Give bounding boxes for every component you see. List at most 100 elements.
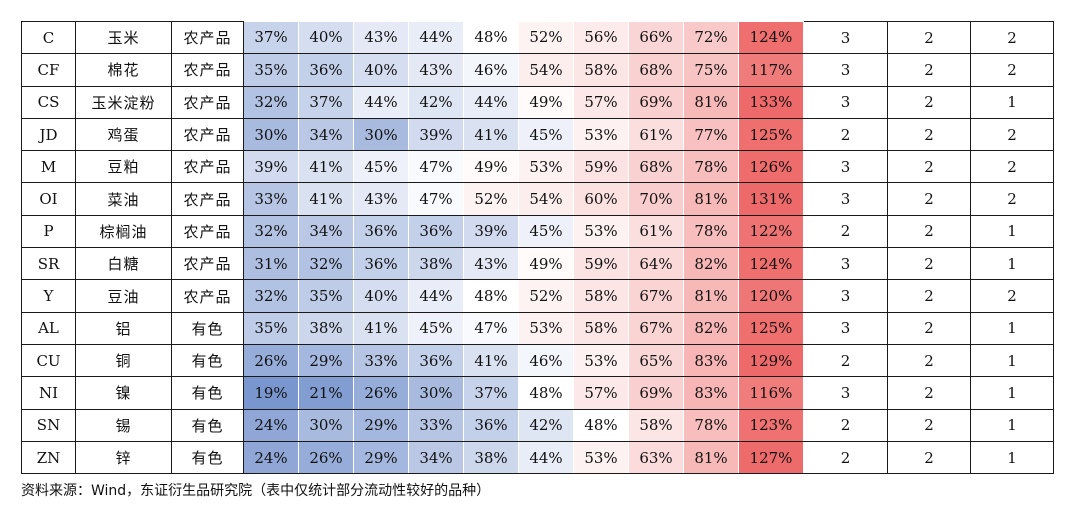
code-cell: C [21, 20, 76, 55]
percent-cell: 41% [463, 118, 519, 152]
percent-cell: 40% [298, 21, 354, 55]
name-cell: 玉米 [75, 20, 172, 55]
percent-cell: 72% [683, 21, 739, 55]
sector-cell: 农产品 [171, 53, 244, 87]
percent-cell: 61% [628, 118, 684, 152]
code-cell: ZN [21, 440, 76, 475]
value-cell: 3 [803, 20, 888, 55]
value-cell: 2 [970, 53, 1054, 87]
value-cell: 2 [803, 408, 888, 442]
code-cell: OI [21, 182, 76, 216]
sector-cell: 农产品 [171, 214, 244, 249]
value-cell: 2 [803, 343, 888, 378]
percent-cell: 129% [738, 344, 804, 378]
code-cell: CS [21, 85, 76, 119]
table-row: SN 锡有色 24% 30% 29% 33% 36% 42% 48% 58% 78% 123% 2 2 1 [21, 408, 1054, 442]
sector-cell: 农产品 [171, 117, 244, 152]
value-cell: 2 [887, 150, 971, 184]
percent-cell: 24% [243, 409, 299, 442]
percent-cell: 75% [683, 53, 739, 87]
percent-cell: 36% [408, 215, 464, 249]
value-cell: 2 [887, 214, 971, 249]
percent-cell: 59% [573, 150, 629, 184]
percent-cell: 26% [298, 441, 354, 475]
sector-cell: 农产品 [171, 279, 244, 313]
percent-cell: 32% [243, 279, 299, 313]
percent-cell: 35% [243, 312, 299, 345]
value-cell: 3 [803, 376, 888, 410]
percent-cell: 37% [463, 376, 519, 410]
percent-cell: 66% [628, 21, 684, 55]
percent-cell: 131% [738, 182, 804, 216]
source-note: 资料来源：Wind，东证衍生品研究院（表中仅统计部分流动性较好的品种） [21, 483, 491, 499]
value-cell: 2 [887, 408, 971, 442]
percent-cell: 67% [628, 312, 684, 345]
percent-cell: 61% [628, 215, 684, 249]
percent-cell: 47% [463, 312, 519, 345]
percent-cell: 35% [243, 53, 299, 87]
percent-cell: 37% [298, 86, 354, 119]
value-cell: 2 [887, 182, 971, 216]
percent-cell: 34% [298, 215, 354, 249]
percent-cell: 81% [683, 86, 739, 119]
percent-cell: 133% [738, 86, 804, 119]
sector-cell: 有色 [171, 343, 244, 378]
percent-cell: 64% [628, 247, 684, 281]
percent-cell: 78% [683, 409, 739, 442]
sector-cell: 有色 [171, 440, 244, 475]
table-row: ZN 锌有色 24% 26% 29% 34% 38% 44% 53% 63% 81% 127% 2 2 1 [21, 440, 1054, 475]
table-row: M 豆粕 农产品 39% 41% 45% 47% 49% 53% 59% 68% 78% 126% 3 2 2 [21, 150, 1054, 184]
percent-cell: 44% [353, 86, 409, 119]
name-cell: 棕榈油 [75, 214, 172, 249]
code-cell: CF [21, 53, 76, 87]
percent-cell: 30% [243, 118, 299, 152]
percent-cell: 41% [298, 182, 354, 216]
sector-cell: 有色 [171, 311, 244, 345]
percent-cell: 81% [683, 182, 739, 216]
value-cell: 2 [887, 440, 971, 475]
percent-cell: 47% [408, 182, 464, 216]
percent-cell: 59% [573, 247, 629, 281]
percent-cell: 82% [683, 247, 739, 281]
percent-cell: 120% [738, 279, 804, 313]
percent-cell: 30% [353, 118, 409, 152]
percent-cell: 33% [408, 409, 464, 442]
name-cell: 铝 [75, 311, 172, 345]
percent-cell: 116% [738, 376, 804, 410]
percent-cell: 53% [518, 312, 574, 345]
percent-cell: 46% [518, 344, 574, 378]
percent-cell: 68% [628, 150, 684, 184]
value-cell: 2 [887, 53, 971, 87]
value-cell: 2 [887, 311, 971, 345]
percent-cell: 38% [298, 312, 354, 345]
percent-cell: 36% [408, 344, 464, 378]
percent-cell: 53% [573, 118, 629, 152]
percent-cell: 56% [573, 21, 629, 55]
value-cell: 2 [887, 247, 971, 281]
percent-cell: 36% [353, 247, 409, 281]
percent-cell: 49% [463, 150, 519, 184]
percent-cell: 38% [463, 441, 519, 475]
name-cell: 豆油 [75, 279, 172, 313]
percent-cell: 33% [353, 344, 409, 378]
value-cell: 1 [970, 247, 1054, 281]
percent-cell: 48% [463, 279, 519, 313]
value-cell: 1 [970, 408, 1054, 442]
value-cell: 2 [887, 279, 971, 313]
percent-cell: 44% [408, 279, 464, 313]
name-cell: 铜 [75, 343, 172, 378]
percent-cell: 52% [463, 182, 519, 216]
value-cell: 3 [803, 53, 888, 87]
percent-cell: 52% [518, 21, 574, 55]
percent-cell: 45% [353, 150, 409, 184]
percent-cell: 39% [408, 118, 464, 152]
percent-cell: 48% [518, 376, 574, 410]
percent-cell: 77% [683, 118, 739, 152]
percent-cell: 29% [353, 441, 409, 475]
percent-cell: 36% [463, 409, 519, 442]
percent-cell: 42% [518, 409, 574, 442]
percent-cell: 63% [628, 441, 684, 475]
percent-cell: 36% [298, 53, 354, 87]
percent-cell: 30% [408, 376, 464, 410]
percent-cell: 49% [518, 247, 574, 281]
